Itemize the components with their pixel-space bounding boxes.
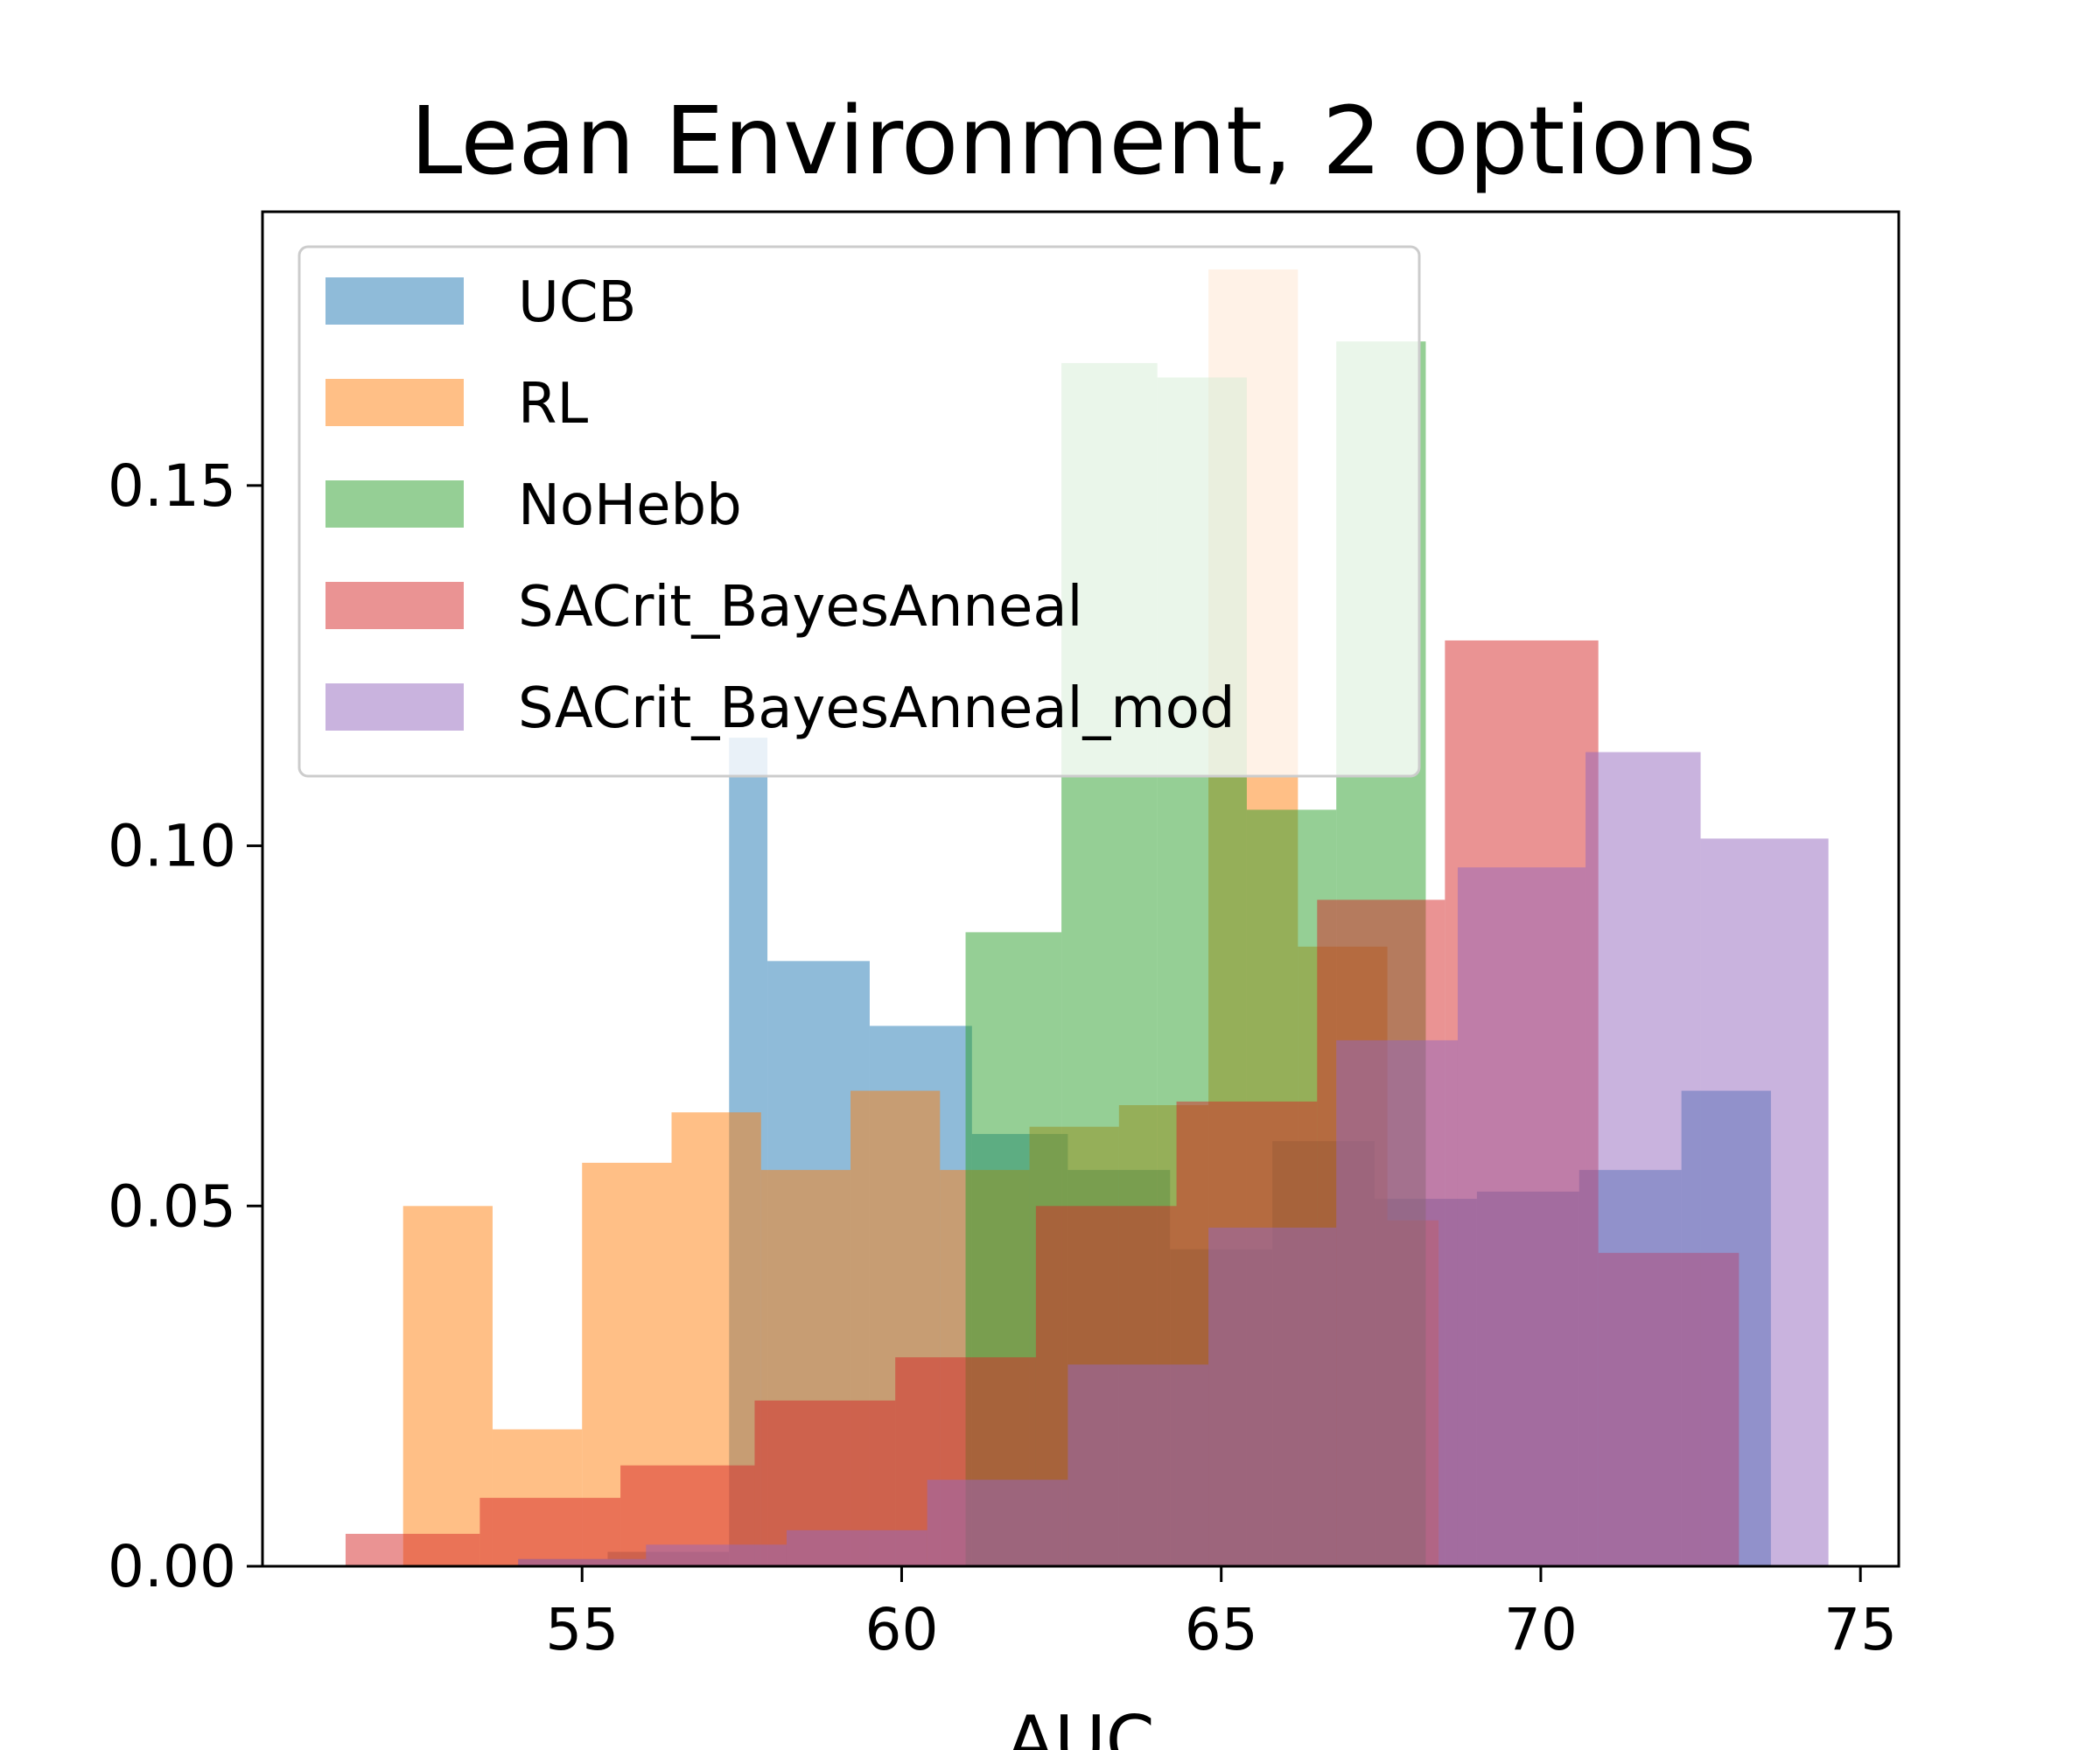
chart-title: Lean Environment, 2 options [410, 88, 1756, 196]
x-tick-label: 70 [1504, 1596, 1578, 1663]
y-tick-label: 0.05 [108, 1172, 236, 1240]
x-tick-label: 65 [1185, 1596, 1258, 1663]
histogram-bar [1586, 752, 1701, 1566]
histogram-bar [402, 1206, 493, 1566]
legend-swatch [326, 480, 464, 528]
legend-swatch [326, 277, 464, 325]
legend-label: RL [518, 372, 588, 437]
legend-label: SACrit_BayesAnneal [518, 575, 1082, 640]
series-4 [518, 752, 1829, 1566]
x-axis-label: AUC [1006, 1701, 1154, 1750]
y-tick-label: 0.10 [108, 813, 236, 880]
histogram-bar [1068, 1364, 1209, 1566]
x-tick-label: 60 [864, 1596, 938, 1663]
y-tick-label: 0.00 [108, 1533, 236, 1600]
legend-label: SACrit_BayesAnneal_mod [518, 676, 1235, 741]
legend-swatch [326, 582, 464, 629]
y-tick-label: 0.15 [108, 452, 236, 520]
histogram-bar [480, 1497, 621, 1566]
histogram-bar [518, 1558, 647, 1566]
histogram-bar [1336, 1040, 1458, 1566]
histogram-bar [1457, 867, 1586, 1566]
legend: UCB RL NoHebb SACrit_BayesAnneal SACrit_Baye… [298, 245, 1421, 778]
histogram-bar [927, 1480, 1068, 1566]
legend-item: UCB [326, 270, 636, 335]
legend-item: NoHebb [326, 473, 742, 538]
histogram-bar [1208, 1228, 1337, 1566]
legend-box [298, 245, 1421, 778]
histogram-bars [345, 269, 1829, 1567]
x-tick-label: 75 [1824, 1596, 1897, 1663]
legend-item: RL [326, 372, 588, 437]
y-axis: 0.00 0.05 0.10 0.15 [108, 452, 262, 1600]
plot-frame [261, 210, 1900, 1568]
legend-swatch [326, 379, 464, 426]
histogram-bar [345, 1533, 403, 1566]
x-tick-label: 55 [545, 1596, 619, 1663]
legend-swatch [326, 683, 464, 731]
histogram-bar [646, 1544, 787, 1566]
histogram-bar [1700, 838, 1829, 1566]
legend-label: UCB [518, 270, 636, 335]
legend-label: NoHebb [518, 473, 742, 538]
histogram-bar [402, 1533, 480, 1566]
legend-item: SACrit_BayesAnneal [326, 575, 1082, 640]
x-axis: 55 60 65 70 75 [545, 1566, 1897, 1663]
histogram-bar [786, 1530, 928, 1566]
legend-item: SACrit_BayesAnneal_mod [326, 676, 1235, 741]
